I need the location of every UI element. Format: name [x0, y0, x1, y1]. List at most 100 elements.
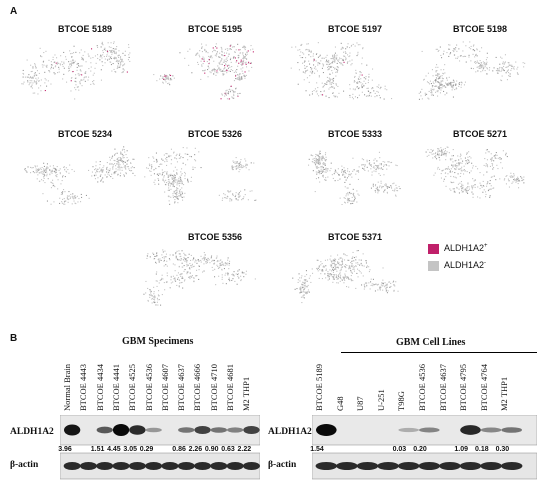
- tsne-point-negative: [110, 51, 112, 53]
- tsne-point-negative: [241, 62, 243, 64]
- tsne-point-negative: [245, 62, 247, 64]
- tsne-point-negative: [374, 164, 376, 166]
- tsne-point-negative: [453, 176, 455, 178]
- tsne-point-negative: [446, 151, 448, 153]
- tsne-point-negative: [179, 181, 181, 183]
- tsne-point-negative: [217, 265, 219, 267]
- tsne-point-negative: [153, 301, 155, 303]
- tsne-point-negative: [485, 152, 487, 154]
- tsne-point-negative: [119, 57, 121, 59]
- cell-lines-aldh1a2-band: [460, 425, 481, 435]
- tsne-point-negative: [174, 196, 176, 198]
- tsne-point-negative: [347, 197, 349, 199]
- tsne-point-negative: [336, 62, 338, 64]
- tsne-point-negative: [229, 59, 231, 61]
- tsne-point-negative: [167, 179, 169, 181]
- tsne-point-negative: [383, 174, 385, 176]
- tsne-point-negative: [378, 167, 380, 169]
- tsne-point-negative: [93, 72, 95, 74]
- tsne-point-negative: [32, 82, 34, 84]
- tsne-point-negative: [195, 275, 197, 277]
- tsne-point-negative: [322, 86, 324, 88]
- tsne-point-negative: [377, 181, 379, 183]
- tsne-point-negative: [358, 87, 360, 89]
- tsne-point-negative: [167, 83, 169, 85]
- tsne-point-negative: [390, 285, 392, 287]
- tsne-point-negative: [328, 59, 330, 61]
- tsne-point-negative: [219, 63, 221, 65]
- tsne-point-negative: [372, 185, 374, 187]
- tsne-point-negative: [28, 74, 30, 76]
- tsne-point-negative: [386, 89, 388, 91]
- tsne-point-negative: [97, 168, 99, 170]
- tsne-point-negative: [374, 167, 376, 169]
- tsne-point-negative: [485, 59, 487, 61]
- tsne-point-negative: [482, 180, 484, 182]
- tsne-point-negative: [220, 46, 222, 48]
- tsne-point-negative: [124, 161, 126, 163]
- tsne-point-negative: [227, 55, 229, 57]
- tsne-point-negative: [372, 167, 374, 169]
- tsne-point-negative: [176, 191, 178, 193]
- tsne-point-negative: [220, 60, 222, 62]
- tsne-point-negative: [321, 160, 323, 162]
- tsne-point-negative: [166, 75, 168, 77]
- tsne-point-negative: [324, 273, 326, 275]
- tsne-point-negative: [73, 45, 75, 47]
- tsne-point-negative: [320, 261, 322, 263]
- tsne-point-negative: [356, 86, 358, 88]
- tsne-point-negative: [301, 275, 303, 277]
- tsne-point-negative: [21, 83, 23, 85]
- tsne-point-negative: [332, 86, 334, 88]
- tsne-point-negative: [30, 82, 32, 84]
- tsne-point-negative: [225, 58, 227, 60]
- tsne-point-negative: [359, 74, 361, 76]
- tsne-point-negative: [521, 177, 523, 179]
- tsne-point-negative: [232, 194, 234, 196]
- tsne-point-negative: [229, 198, 231, 200]
- tsne-point-negative: [323, 158, 325, 160]
- tsne-point-negative: [337, 67, 339, 69]
- tsne-point-negative: [228, 70, 230, 72]
- tsne-point-negative: [364, 94, 366, 96]
- tsne-point-negative: [435, 156, 437, 158]
- tsne-point-negative: [239, 92, 241, 94]
- tsne-point-negative: [124, 165, 126, 167]
- tsne-point-negative: [117, 160, 119, 162]
- tsne-point-negative: [354, 96, 356, 98]
- tsne-point-negative: [333, 278, 335, 280]
- tsne-point-negative: [432, 157, 434, 159]
- tsne-point-negative: [176, 284, 178, 286]
- tsne-point-negative: [384, 161, 386, 163]
- tsne-point-negative: [161, 158, 163, 160]
- tsne-point-negative: [215, 74, 217, 76]
- tsne-point-negative: [78, 73, 80, 75]
- tsne-point-negative: [94, 175, 96, 177]
- tsne-point-negative: [158, 295, 160, 297]
- tsne-point-negative: [292, 277, 294, 279]
- tsne-point-negative: [55, 175, 57, 177]
- tsne-point-negative: [207, 260, 209, 262]
- tsne-point-negative: [116, 158, 118, 160]
- tsne-point-negative: [343, 282, 345, 284]
- tsne-point-negative: [523, 176, 525, 178]
- tsne-point-negative: [219, 56, 221, 58]
- tsne-point-negative: [443, 50, 445, 52]
- tsne-point-negative: [458, 162, 460, 164]
- tsne-point-negative: [431, 150, 433, 152]
- tsne-point-negative: [163, 175, 165, 177]
- tsne-point-negative: [73, 52, 75, 54]
- tsne-point-negative: [112, 177, 114, 179]
- tsne-point-negative: [180, 194, 182, 196]
- tsne-point-negative: [176, 169, 178, 171]
- tsne-point-negative: [500, 56, 502, 58]
- tsne-point-negative: [179, 189, 181, 191]
- tsne-point-negative: [168, 154, 170, 156]
- tsne-point-negative: [511, 182, 513, 184]
- tsne-point-negative: [380, 167, 382, 169]
- tsne-point-negative: [306, 43, 308, 45]
- tsne-point-negative: [165, 153, 167, 155]
- tsne-point-negative: [333, 54, 335, 56]
- tsne-point-negative: [493, 167, 495, 169]
- tsne-point-negative: [475, 62, 477, 64]
